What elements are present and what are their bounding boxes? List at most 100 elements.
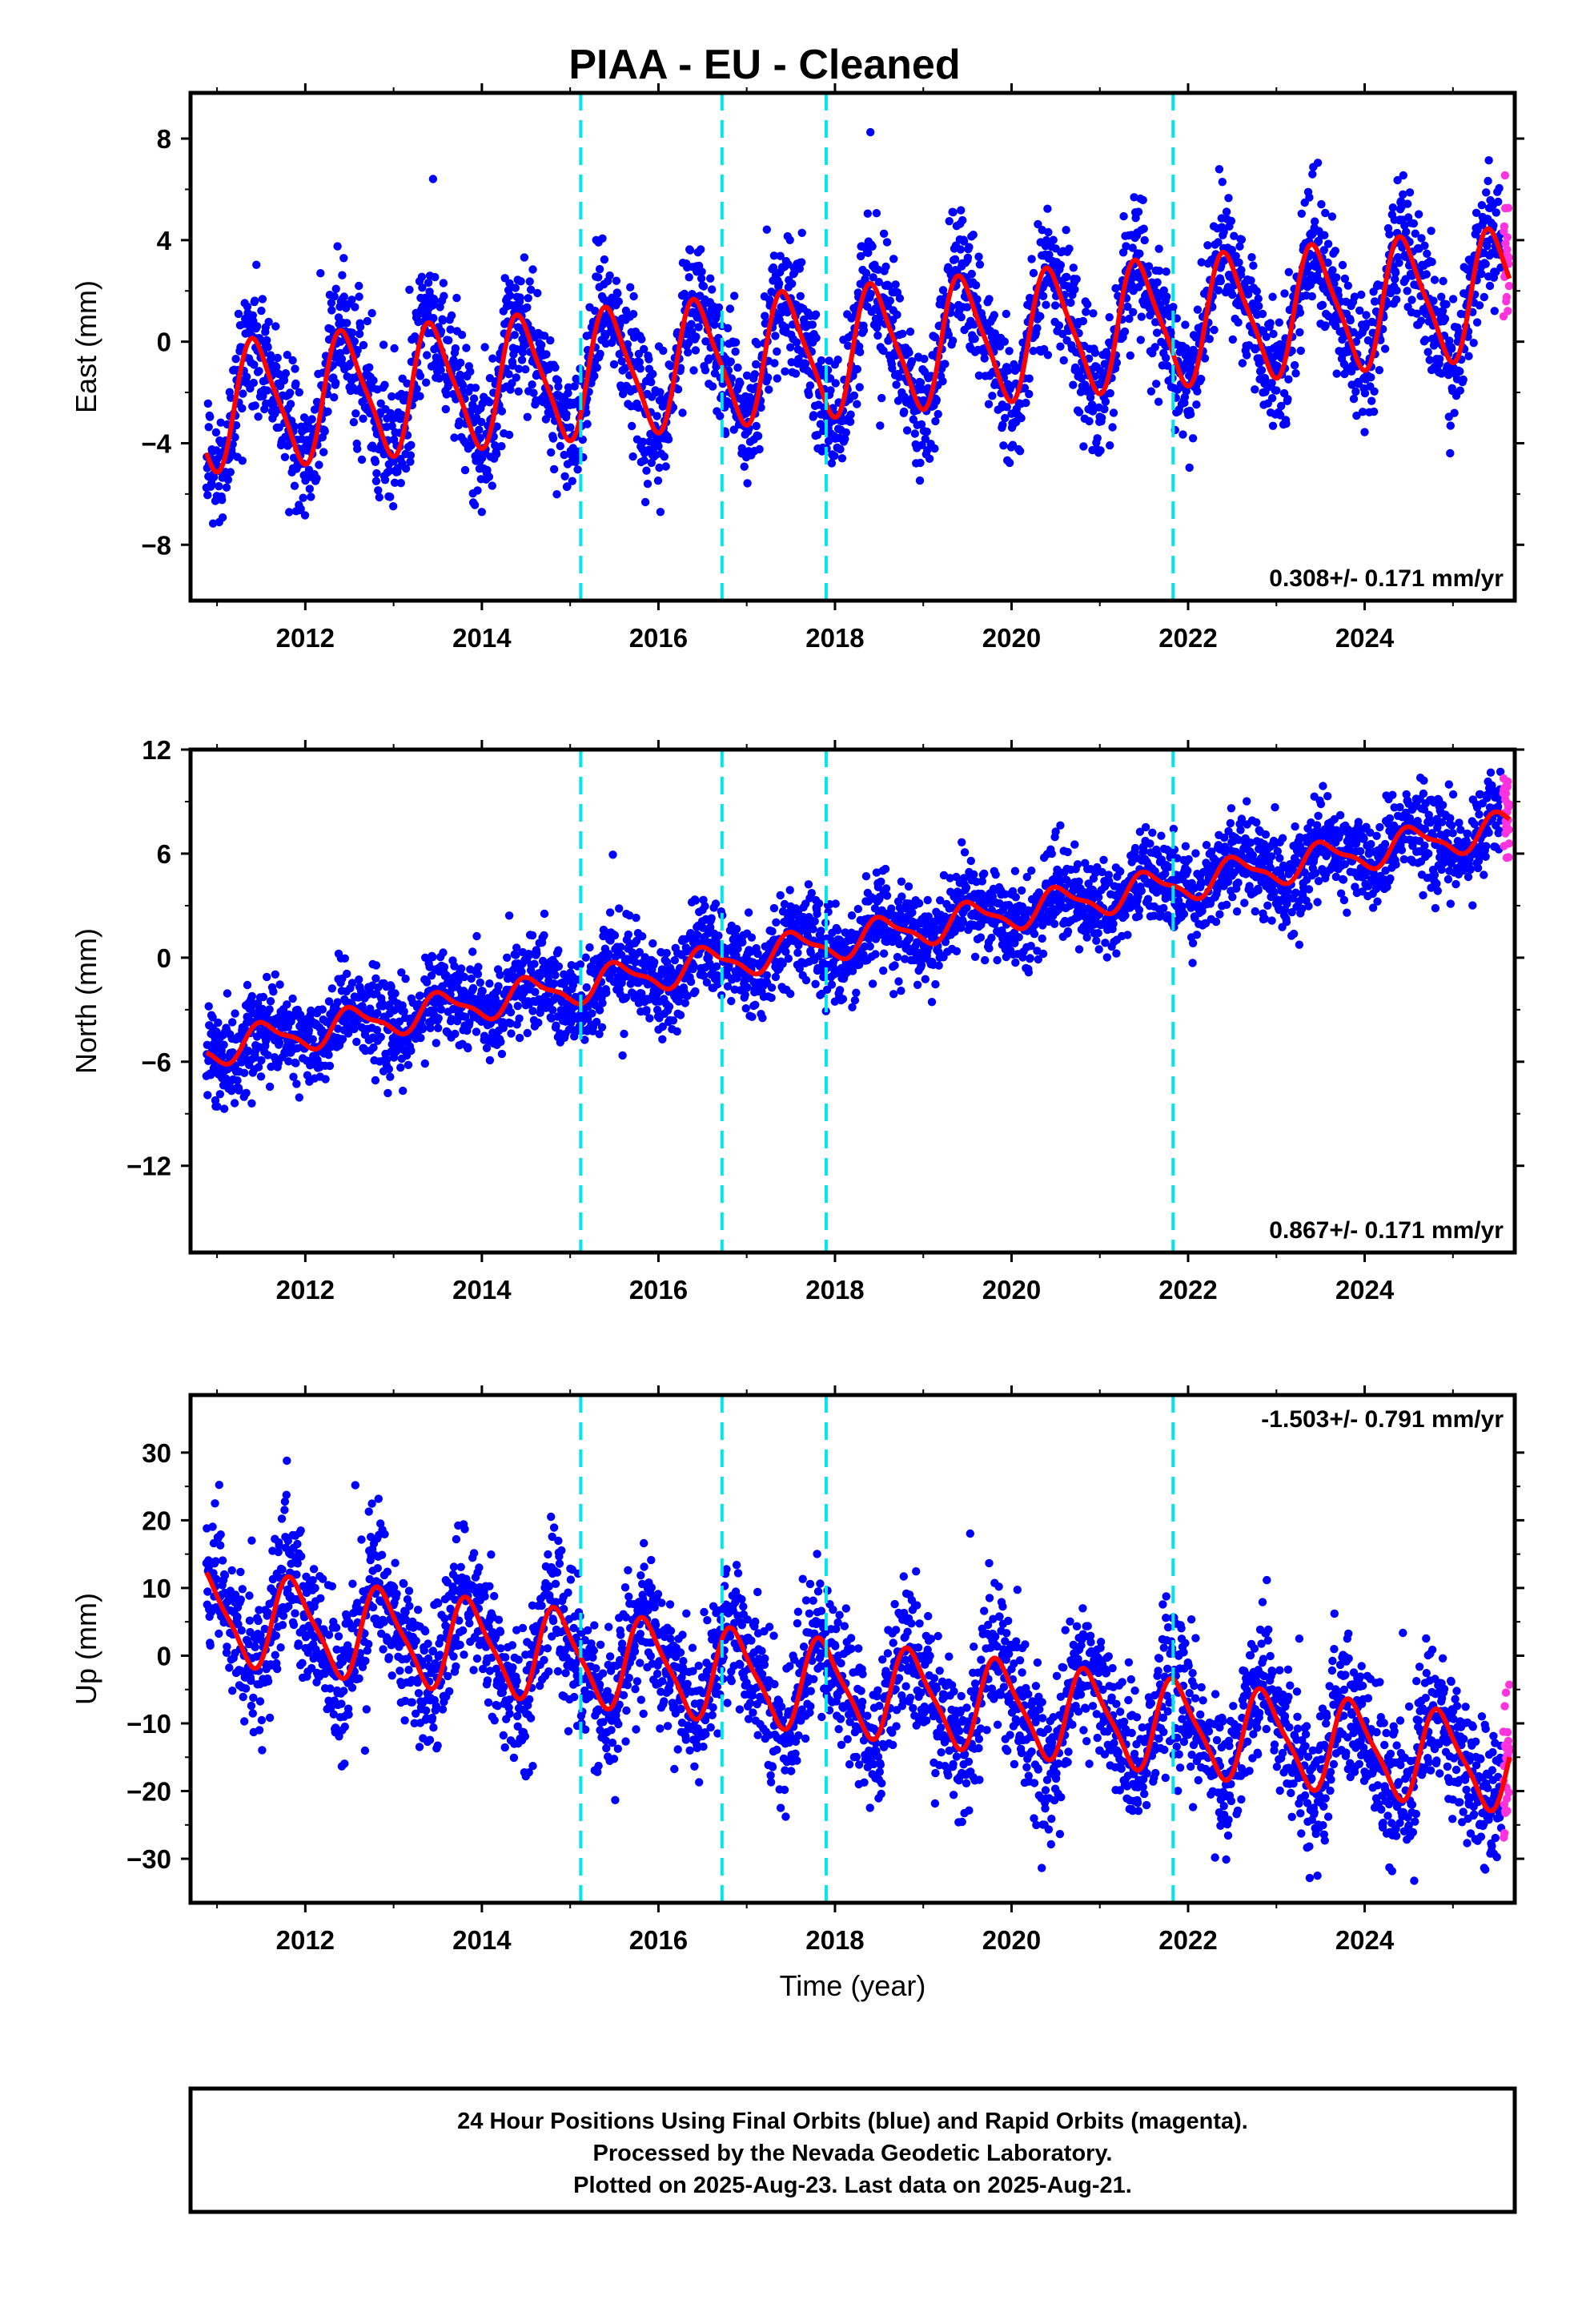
data-point [477,508,486,517]
data-point [737,444,746,452]
data-point [429,314,438,323]
data-point [367,308,376,318]
data-point [1151,318,1160,327]
data-point [626,283,635,292]
data-point [1235,258,1243,267]
y-tick-label: 0 [157,328,171,357]
data-point [266,351,275,360]
data-point [811,310,821,319]
data-point [284,1057,293,1066]
data-point [656,388,665,396]
data-point [390,478,400,487]
data-point [554,382,563,391]
data-point [325,1061,335,1071]
data-point [1126,351,1135,360]
data-point [655,463,664,472]
data-point [1162,353,1170,363]
data-point [255,367,263,376]
data-point [1338,260,1347,270]
x-tick-label: 2022 [1158,623,1217,653]
data-point [339,254,348,263]
data-point [218,513,227,522]
data-point [324,1051,333,1059]
data-point [1123,302,1132,312]
data-point [1227,245,1237,255]
data-point [801,975,811,985]
data-point [1255,302,1263,311]
data-point [618,1051,627,1060]
data-point [1218,178,1227,187]
data-point [466,367,475,376]
data-point [333,242,342,251]
data-point [338,271,347,279]
data-point [1136,336,1146,344]
data-point [371,961,381,970]
data-point [812,333,821,343]
data-point [1504,203,1513,212]
data-point [1135,249,1144,258]
data-point [480,343,489,352]
data-point [1456,386,1465,395]
data-point [523,412,532,421]
data-point [331,378,340,388]
data-point [628,421,636,431]
data-point [351,409,360,418]
data-point [1437,292,1446,301]
data-point [697,274,706,283]
data-point [1427,227,1435,235]
data-point [879,966,888,975]
data-point [614,297,623,306]
data-point [681,999,689,1007]
data-point [288,356,297,365]
data-point [265,1005,274,1014]
data-point [711,899,721,908]
data-point [775,279,784,288]
data-point [554,962,564,971]
data-point [1090,348,1100,357]
data-point [809,925,817,934]
data-point [1125,314,1134,324]
data-point [1045,250,1054,259]
data-point [451,344,460,353]
data-point [281,369,291,378]
data-point [436,327,446,336]
data-point [1290,360,1299,370]
data-point [1296,346,1306,356]
data-point [827,980,837,989]
data-point [767,983,777,992]
data-point [1438,307,1447,316]
data-point [882,238,892,247]
data-point [231,1009,239,1018]
data-point [1321,208,1330,218]
data-point [1169,303,1178,312]
data-point [1357,290,1366,300]
data-point [1307,292,1317,301]
data-point [483,465,492,475]
data-point [1411,229,1420,238]
data-point [1085,416,1094,426]
data-point [1490,307,1500,316]
data-point [1403,287,1411,296]
data-point [1005,458,1014,468]
data-point [563,482,572,491]
data-point [1367,373,1375,382]
data-point [227,393,235,402]
data-point [343,969,351,979]
data-point [898,329,907,338]
data-point [958,215,967,225]
data-point [963,253,973,262]
data-point [1237,235,1247,244]
data-point [1056,260,1066,270]
data-point [761,312,769,320]
data-point [350,1024,359,1034]
data-point [1231,251,1240,260]
data-point [540,931,548,940]
data-point [894,977,903,986]
data-point [508,379,516,388]
data-point [401,464,411,473]
data-point [330,292,339,301]
data-point [1401,275,1410,283]
data-point [869,273,877,282]
data-point [272,363,281,372]
